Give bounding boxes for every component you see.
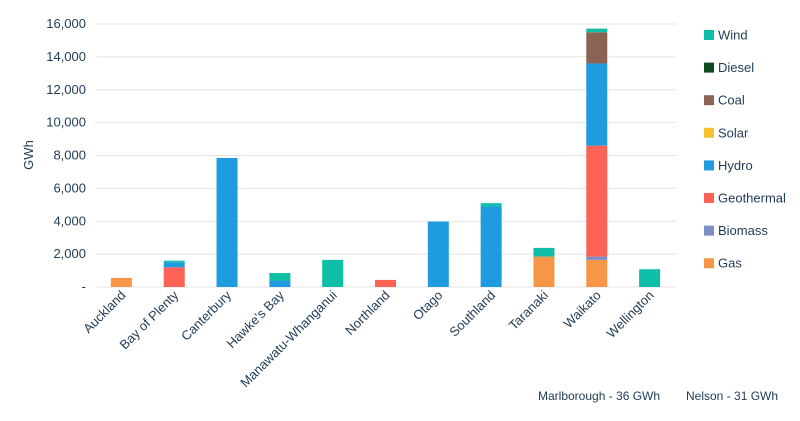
y-tick-label: 4,000 (53, 213, 86, 228)
bars (110, 28, 661, 287)
legend-label-diesel: Diesel (718, 60, 754, 75)
bar-northland-geothermal (375, 279, 396, 287)
x-tick-label-otago: Otago (410, 288, 446, 324)
bar-waikato-coal (586, 32, 608, 64)
x-tick-label-northland: Northland (342, 288, 392, 338)
x-tick-label-waikato: Waikato (560, 288, 603, 331)
bar-bay-of-plenty-wind (163, 260, 185, 263)
legend-label-geothermal: Geothermal (718, 191, 786, 206)
bar-waikato-geothermal (586, 145, 608, 257)
legend-label-coal: Coal (718, 93, 745, 108)
y-tick-label: 16,000 (46, 16, 86, 31)
bar-hawke-s-bay-hydro (269, 280, 291, 287)
legend-label-gas: Gas (718, 256, 742, 271)
bar-taranaki-gas (533, 256, 555, 287)
x-tick-label-southland: Southland (446, 288, 498, 340)
bar-manawatu-whanganui-wind (322, 259, 344, 287)
y-tick-label: 14,000 (46, 49, 86, 64)
bar-southland-wind (480, 203, 502, 207)
y-axis-label: GWh (21, 140, 36, 170)
annotations: Marlborough - 36 GWh Nelson - 31 GWh (538, 389, 778, 403)
x-tick-label-taranaki: Taranaki (506, 287, 551, 332)
legend-label-biomass: Biomass (718, 223, 768, 238)
bar-bay-of-plenty-geothermal (163, 267, 185, 287)
bar-taranaki-wind (533, 247, 555, 257)
bar-wellington-wind (639, 269, 661, 287)
y-tick-label: 2,000 (53, 246, 86, 261)
annotation-nelson: Nelson - 31 GWh (686, 389, 778, 403)
legend-swatch-biomass (704, 225, 714, 236)
bar-auckland-gas (110, 277, 132, 287)
legend-label-wind: Wind (718, 28, 748, 43)
x-tick-label-canterbury: Canterbury (178, 287, 234, 343)
y-axis-ticks: - 2,000 4,000 6,000 8,000 10,000 12,000 14,000 1… (46, 16, 86, 294)
bar-canterbury-hydro (216, 157, 238, 287)
bar-waikato-gas (586, 259, 608, 287)
legend-swatch-coal (704, 95, 714, 106)
legend-swatch-wind (704, 30, 714, 40)
bar-waikato-hydro (586, 63, 608, 146)
y-tick-label: 10,000 (46, 115, 86, 130)
annotation-marlborough: Marlborough - 36 GWh (538, 389, 660, 403)
x-tick-label-manawatu-whanganui: Manawatu-Whanganui (237, 287, 340, 390)
legend: Wind Diesel Coal Solar Hydro Geothermal Biomas… (704, 28, 786, 271)
legend-label-solar: Solar (718, 125, 749, 140)
y-tick-label: 8,000 (53, 148, 86, 163)
bar-hawke-s-bay-wind (269, 273, 291, 281)
x-tick-label-auckland: Auckland (80, 288, 128, 336)
legend-swatch-diesel (704, 62, 714, 73)
bar-waikato-wind (586, 28, 608, 33)
legend-label-hydro: Hydro (718, 158, 753, 173)
y-tick-label: 6,000 (53, 180, 86, 195)
bar-southland-hydro (480, 206, 502, 287)
legend-swatch-solar (704, 127, 714, 138)
legend-swatch-geothermal (704, 193, 714, 203)
legend-swatch-hydro (704, 160, 714, 171)
bar-bay-of-plenty-hydro (163, 262, 185, 268)
y-tick-label: 12,000 (46, 82, 86, 97)
bar-otago-hydro (427, 221, 449, 287)
bar-waikato-biomass (586, 256, 608, 260)
y-tick-label: - (82, 279, 86, 294)
gridlines (95, 23, 676, 288)
x-tick-label-wellington: Wellington (603, 288, 656, 341)
legend-swatch-gas (704, 258, 714, 269)
